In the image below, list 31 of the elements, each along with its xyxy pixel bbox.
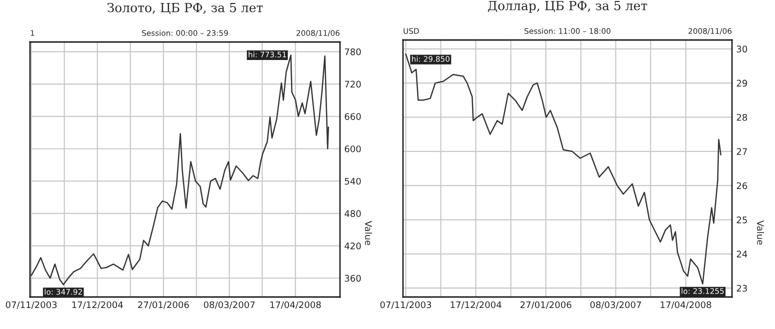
x-tick-label: 07/11/2003 [380, 301, 432, 309]
x-tick-label: 17/12/2004 [450, 301, 502, 309]
x-tick-label: 17/04/2008 [660, 301, 712, 309]
y-tick-label: 24 [736, 250, 748, 258]
y-tick-label: 27 [736, 148, 747, 155]
y-tick-label: 480 [344, 210, 361, 217]
x-tick-label: 08/03/2007 [590, 301, 641, 309]
x-tick-label: 17/12/2004 [72, 301, 123, 309]
y-tick-label: 600 [344, 145, 361, 152]
y-tick-label: 26 [736, 182, 748, 190]
y-tick-label: 28 [736, 114, 748, 121]
y-tick-label: 30 [736, 46, 748, 52]
chart-title: Золото, ЦБ РФ, за 5 лет [107, 2, 263, 14]
y-tick-label: 420 [344, 242, 361, 250]
y-axis-title: Value [365, 220, 372, 246]
y-tick-label: 29 [736, 80, 748, 87]
line-series [405, 53, 722, 284]
y-axis-title: Value [757, 220, 764, 245]
x-tick-label: 07/11/2003 [6, 301, 57, 309]
y-tick-label: 780 [344, 48, 361, 56]
x-tick-label: 17/04/2008 [270, 301, 321, 309]
x-tick-label: 27/01/2006 [520, 301, 572, 309]
chart-title: Доллар, ЦБ РФ, за 5 лет [488, 1, 648, 13]
x-tick-label: 08/03/2007 [204, 301, 255, 309]
y-tick-label: 23 [736, 284, 747, 292]
y-tick-label: 720 [344, 80, 361, 88]
y-tick-label: 660 [344, 113, 361, 120]
y-tick-label: 540 [344, 178, 361, 185]
x-tick-label: 27/01/2006 [138, 301, 189, 309]
y-tick-label: 25 [736, 216, 747, 224]
y-tick-label: 360 [344, 274, 361, 282]
